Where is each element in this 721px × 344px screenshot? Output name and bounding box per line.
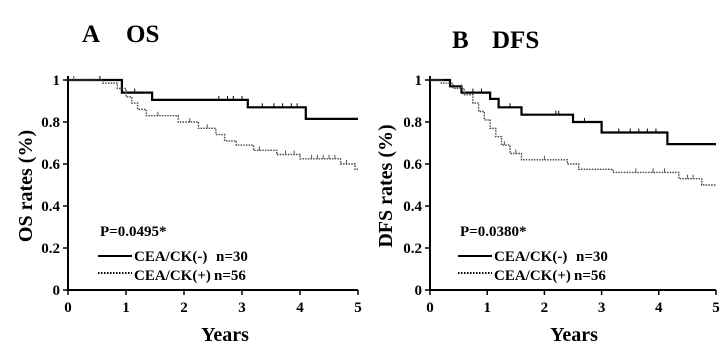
panel-b-xtick-label: 4 bbox=[655, 300, 663, 316]
panel-a-xlabel: Years bbox=[201, 324, 249, 344]
panel-a-ytick-label: 0.2 bbox=[41, 241, 60, 257]
panel-b-ylabel: DFS rates (%) bbox=[375, 124, 397, 247]
panel-b-plot: 0 0.2 0.4 0.6 0.8 1 0 1 2 3 4 5 bbox=[403, 73, 720, 316]
panel-b-xtick-label: 5 bbox=[712, 300, 720, 316]
panel-b-xlabel: Years bbox=[550, 324, 598, 344]
panel-b-title: DFS bbox=[492, 27, 539, 54]
panel-b-xtick-label: 3 bbox=[598, 300, 606, 316]
panel-b-ytick-label: 0.4 bbox=[403, 199, 422, 215]
legend-a-name-pos: CEA/CK(+) bbox=[134, 268, 211, 284]
panel-a-ytick-label: 1 bbox=[53, 73, 61, 89]
panel-b-pvalue: P=0.0380* bbox=[460, 224, 526, 240]
panel-b-ytick-label: 1 bbox=[415, 73, 423, 89]
panel-b-letter: B bbox=[452, 27, 469, 54]
panel-a-xtick-label: 5 bbox=[354, 300, 362, 316]
panel-a-legend: CEA/CK(-) n=30 CEA/CK(+) n=56 bbox=[98, 249, 248, 284]
panel-a-curve-cea-ck-neg bbox=[68, 78, 358, 120]
panel-b-legend: CEA/CK(-) n=30 CEA/CK(+) n=56 bbox=[458, 249, 608, 284]
panel-a-ytick-label: 0.6 bbox=[41, 157, 60, 173]
legend-b-n-neg: n=30 bbox=[576, 249, 608, 265]
panel-b-xtick-label: 0 bbox=[426, 300, 434, 316]
panel-b-xtick-label: 2 bbox=[541, 300, 549, 316]
panel-a-xtick-label: 1 bbox=[122, 300, 130, 316]
panel-b-xtick-label: 1 bbox=[483, 300, 491, 316]
panel-a-xtick-label: 4 bbox=[296, 300, 304, 316]
panel-a-xtick-label: 0 bbox=[64, 300, 72, 316]
panel-b-ytick-label: 0.6 bbox=[403, 157, 422, 173]
panel-a-ytick-label: 0 bbox=[53, 283, 61, 299]
panel-b-ytick-label: 0 bbox=[415, 283, 423, 299]
panel-a-xtick-label: 2 bbox=[180, 300, 188, 316]
panel-b-ytick-label: 0.2 bbox=[403, 241, 422, 257]
legend-a-name-neg: CEA/CK(-) bbox=[134, 249, 207, 265]
panel-b: B DFS DFS rates (%) Years P=0.0380* CEA/… bbox=[375, 27, 720, 344]
panel-a-ytick-label: 0.8 bbox=[41, 115, 60, 131]
panel-a-ytick-label: 0.4 bbox=[41, 199, 60, 215]
legend-b-n-pos: n=56 bbox=[574, 268, 606, 284]
panel-a-pvalue: P=0.0495* bbox=[100, 224, 166, 240]
panel-a-plot: 0 0.2 0.4 0.6 0.8 1 0 1 2 3 4 5 bbox=[41, 73, 362, 316]
legend-b-name-pos: CEA/CK(+) bbox=[494, 268, 571, 284]
panel-a-curve-cea-ck-pos bbox=[68, 79, 358, 170]
panel-a-title: OS bbox=[126, 21, 159, 48]
legend-b-name-neg: CEA/CK(-) bbox=[494, 249, 567, 265]
legend-a-n-neg: n=30 bbox=[216, 249, 248, 265]
panel-b-curve-cea-ck-pos bbox=[430, 79, 716, 186]
panel-b-ytick-label: 0.8 bbox=[403, 115, 422, 131]
panel-a-ylabel: OS rates (%) bbox=[15, 130, 37, 242]
panel-a: A OS OS rates (%) Years P=0.0495* CEA/CK… bbox=[15, 21, 362, 344]
panel-a-xtick-label: 3 bbox=[238, 300, 246, 316]
panel-a-letter: A bbox=[82, 21, 100, 48]
legend-a-n-pos: n=56 bbox=[214, 268, 246, 284]
